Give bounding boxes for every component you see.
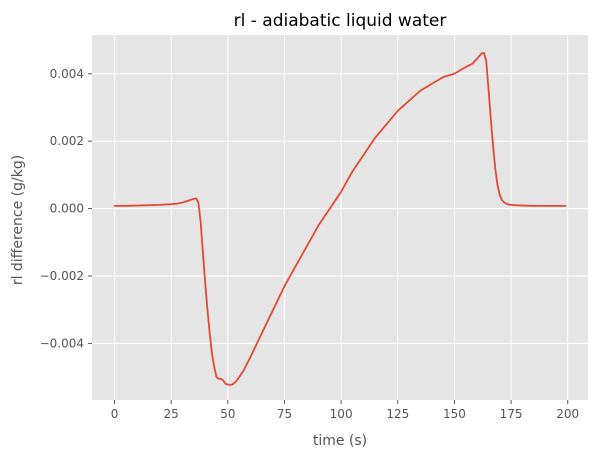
x-tick-label: 100	[330, 407, 353, 421]
x-tick-label: 0	[111, 407, 119, 421]
y-axis: −0.004 −0.002 0.000 0.002 0.004	[40, 67, 92, 350]
series-layer	[113, 51, 567, 386]
x-axis: 0 25 50 75 100 125 150 175 200	[111, 400, 579, 421]
y-axis-label: rl difference (g/kg)	[10, 155, 26, 285]
x-tick-label: 125	[386, 407, 409, 421]
y-tick-label: 0.002	[50, 134, 84, 148]
y-tick-label: −0.002	[40, 269, 84, 283]
plot-area	[92, 35, 588, 400]
x-tick-label: 25	[164, 407, 179, 421]
x-tick-label: 150	[443, 407, 466, 421]
x-tick-label: 75	[277, 407, 292, 421]
series-line	[113, 51, 567, 386]
grid	[92, 35, 588, 400]
x-axis-label: time (s)	[313, 433, 367, 449]
x-tick-label: 200	[556, 407, 579, 421]
y-tick-label: 0.004	[50, 67, 84, 81]
y-tick-label: 0.000	[50, 202, 84, 216]
x-tick-label: 50	[220, 407, 235, 421]
x-tick-label: 175	[500, 407, 523, 421]
chart-title: rl - adiabatic liquid water	[234, 11, 447, 31]
y-tick-label: −0.004	[40, 336, 84, 350]
